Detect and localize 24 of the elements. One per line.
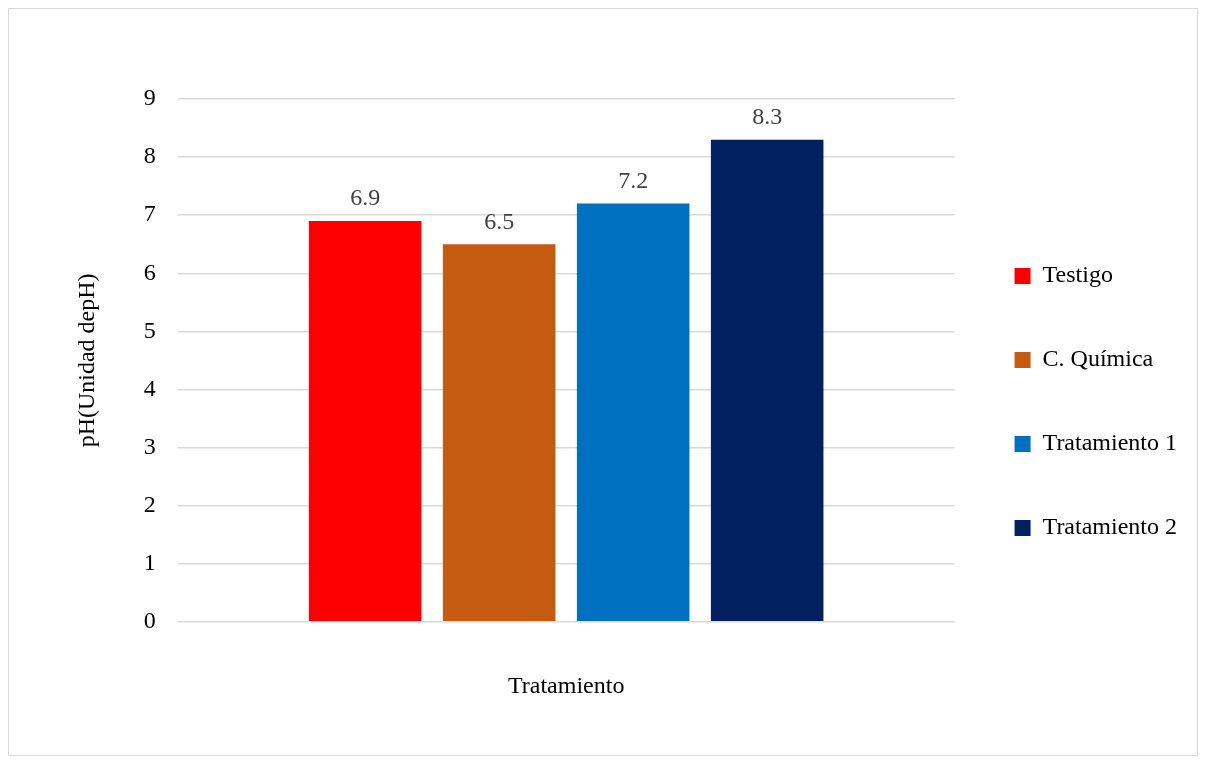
y-tick-label: 3 <box>143 432 156 459</box>
y-tick-label: 5 <box>143 316 156 343</box>
legend-label: C. Química <box>1042 345 1154 372</box>
y-tick-label: 7 <box>143 200 156 227</box>
y-tick-label: 2 <box>143 490 156 517</box>
y-tick-label: 1 <box>143 549 156 576</box>
y-axis-title: pH(Unidad depH) <box>72 273 99 448</box>
data-label: 6.9 <box>350 184 381 211</box>
legend-label: Tratamiento 1 <box>1042 429 1177 456</box>
legend-label: Tratamiento 2 <box>1042 513 1177 540</box>
legend-label: Testigo <box>1042 261 1113 288</box>
y-tick-label: 6 <box>143 258 156 285</box>
y-tick-label: 4 <box>143 374 156 401</box>
bar <box>710 139 824 622</box>
y-tick-label: 9 <box>143 84 156 111</box>
x-axis-title: Tratamiento <box>507 671 625 698</box>
bar <box>442 244 556 622</box>
data-label: 7.2 <box>618 166 649 193</box>
bar <box>308 220 422 622</box>
bar <box>576 203 690 622</box>
data-label: 6.5 <box>484 207 515 234</box>
data-label: 8.3 <box>752 102 783 129</box>
y-tick-label: 8 <box>143 142 156 169</box>
y-tick-label: 0 <box>143 607 156 634</box>
